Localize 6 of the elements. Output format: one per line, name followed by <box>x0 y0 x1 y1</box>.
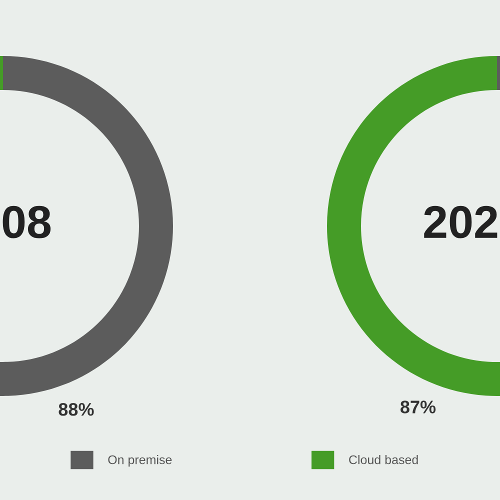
legend-label: On premise <box>108 455 172 467</box>
data-label: 88% <box>58 402 94 416</box>
legend-label: Cloud based <box>349 455 418 464</box>
slice-label: 08 <box>2 206 51 238</box>
slice-label: 202 <box>424 206 498 238</box>
data-label: 87% <box>400 400 436 414</box>
